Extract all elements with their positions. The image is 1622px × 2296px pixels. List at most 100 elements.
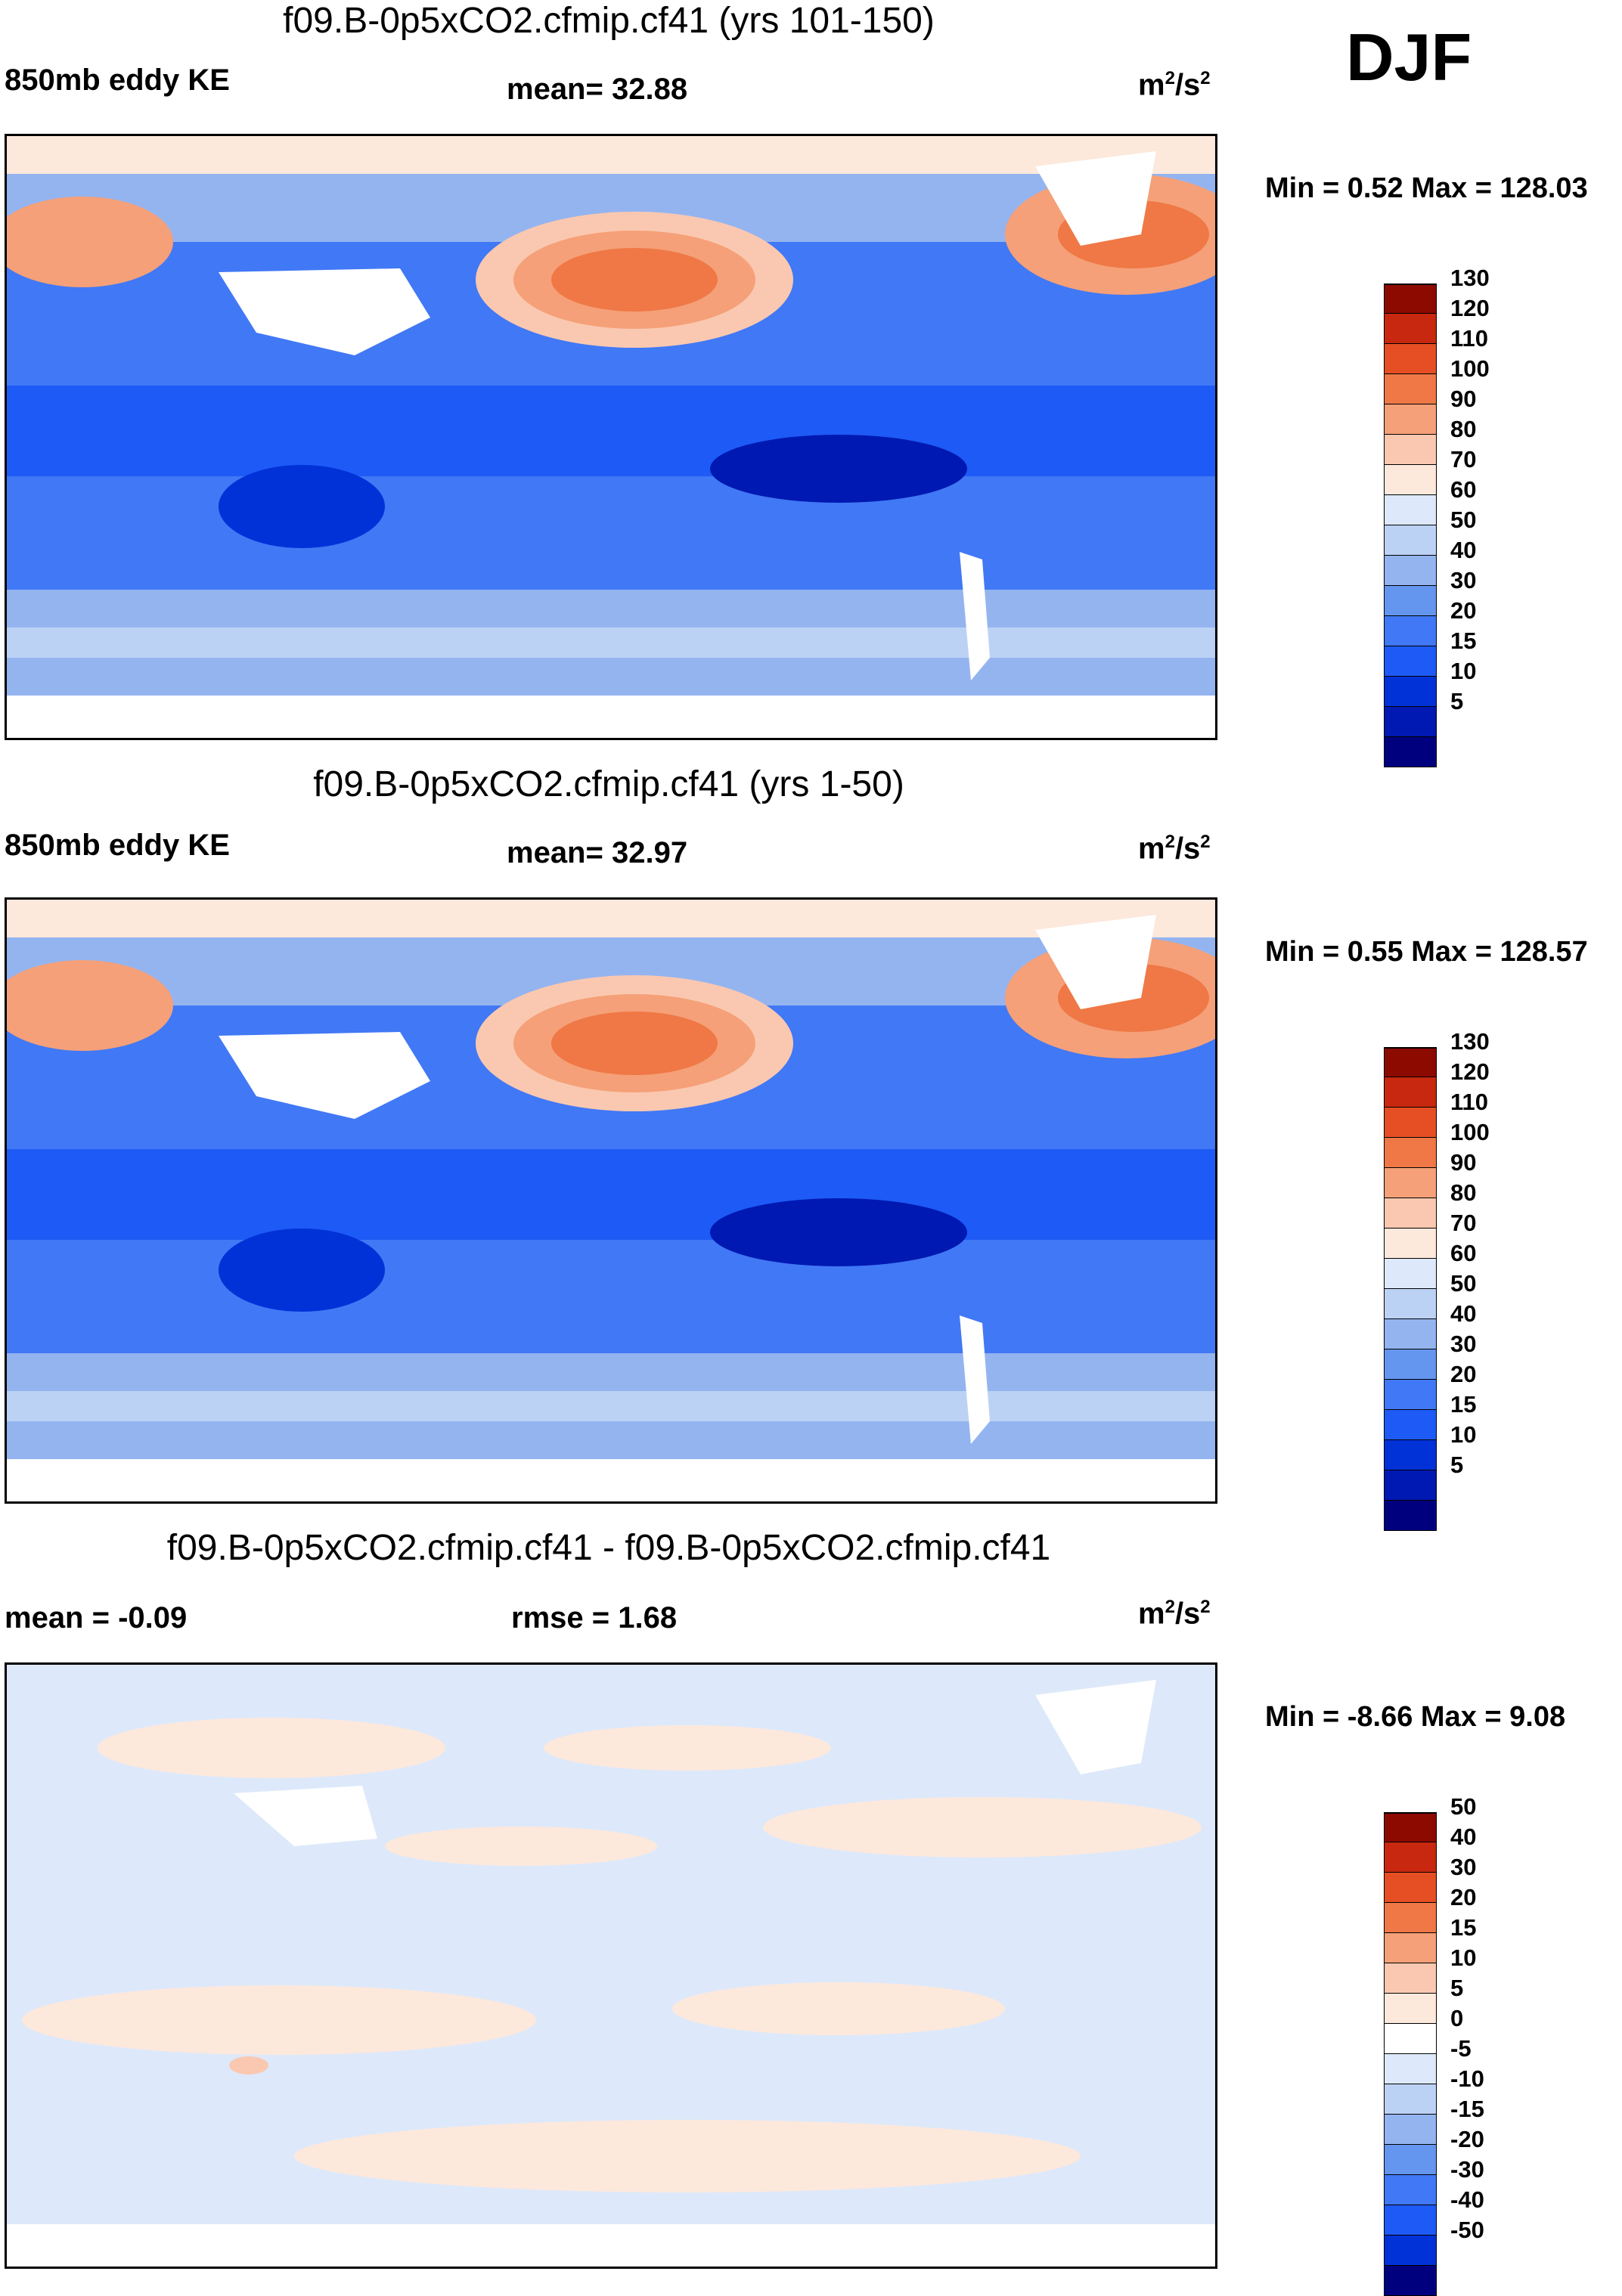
panel3-cb-label: -5 xyxy=(1450,2035,1472,2062)
panel2-cb-label: 50 xyxy=(1450,1270,1477,1297)
panel2-variable-label: 850mb eddy KE xyxy=(5,829,230,862)
panel2-cb-label: 70 xyxy=(1450,1210,1477,1236)
panel2-colorbar-swatch xyxy=(1384,1198,1437,1229)
panel1-equator-band xyxy=(7,386,1215,476)
panel2-colorbar-swatch xyxy=(1384,1077,1437,1108)
panel3-positive-anomaly xyxy=(385,1827,657,1866)
panel2-cb-label: 80 xyxy=(1450,1179,1477,1206)
panel3-cb-label: -30 xyxy=(1450,2156,1484,2183)
panel2-colorbar-swatch xyxy=(1384,1380,1437,1410)
panel2-colorbar-swatch xyxy=(1384,1440,1437,1470)
panel3-min-max: Min = -8.66 Max = 9.08 xyxy=(1265,1701,1566,1733)
panel3-map xyxy=(5,1662,1217,2269)
panel1-colorbar-swatch xyxy=(1384,586,1437,616)
panel1-colorbar-swatch xyxy=(1384,374,1437,404)
panel1-antarctica-mask xyxy=(7,696,1215,738)
panel1-colorbar-swatch xyxy=(1384,525,1437,556)
panel2-min-max: Min = 0.55 Max = 128.57 xyxy=(1265,936,1588,968)
panel1-arctic-band xyxy=(7,136,1215,174)
panel3-colorbar-swatch xyxy=(1384,1994,1437,2024)
panel1-cb-label: 80 xyxy=(1450,416,1477,442)
panel3-cb-label: -40 xyxy=(1450,2186,1484,2213)
panel1-colorbar-swatch xyxy=(1384,465,1437,495)
panel1-cb-label: 40 xyxy=(1450,537,1477,563)
panel3-positive-anomaly xyxy=(544,1725,831,1771)
panel1-cb-label: 100 xyxy=(1450,355,1490,382)
panel2-cb-label: 40 xyxy=(1450,1300,1477,1327)
panel1-title: f09.B-0p5xCO2.cfmip.cf41 (yrs 101-150) xyxy=(283,1,935,41)
panel1-cb-label: 120 xyxy=(1450,295,1490,321)
panel1-andes-mask xyxy=(960,552,990,680)
panel3-positive-anomaly xyxy=(98,1718,445,1778)
panel3-colorbar-swatch xyxy=(1384,1842,1437,1873)
panel2-colorbar-swatch xyxy=(1384,1108,1437,1138)
panel1-cb-label: 90 xyxy=(1450,386,1477,412)
panel3-colorbar-swatch xyxy=(1384,2115,1437,2145)
panel1-mean-label: mean= 32.88 xyxy=(507,73,688,106)
panel2-colorbar-swatch xyxy=(1384,1319,1437,1349)
panel1-map xyxy=(5,134,1217,740)
panel2-colorbar xyxy=(1384,1047,1437,1531)
panel2-colorbar-swatch xyxy=(1384,1138,1437,1168)
panel2-cb-label: 120 xyxy=(1450,1058,1490,1085)
panel1-colorbar-swatch xyxy=(1384,435,1437,465)
panel3-cb-label: -10 xyxy=(1450,2065,1484,2092)
panel1-cb-label: 10 xyxy=(1450,658,1477,684)
panel2-cb-label: 30 xyxy=(1450,1331,1477,1357)
panel1-variable-label: 850mb eddy KE xyxy=(5,64,230,97)
panel2-cb-label: 110 xyxy=(1450,1089,1489,1115)
panel3-colorbar-swatch xyxy=(1384,1903,1437,1933)
panel3-colorbar-swatch xyxy=(1384,1963,1437,1994)
panel2-southern-band xyxy=(7,1391,1215,1421)
panel3-cb-label: 15 xyxy=(1450,1914,1477,1941)
panel3-colorbar-swatch xyxy=(1384,1873,1437,1903)
panel3-colorbar-swatch xyxy=(1384,2084,1437,2115)
panel2-colorbar-swatch xyxy=(1384,1501,1437,1531)
panel3-colorbar-swatch xyxy=(1384,2205,1437,2236)
panel2-cb-label: 90 xyxy=(1450,1149,1477,1176)
panel3-positive-anomaly xyxy=(672,1982,1005,2035)
panel2-indian-ocean-low xyxy=(219,1229,385,1312)
panel3-map-svg xyxy=(7,1665,1215,2267)
panel3-colorbar-swatch xyxy=(1384,2266,1437,2296)
panel2-cb-label: 10 xyxy=(1450,1421,1477,1448)
panel2-greenland-mask xyxy=(1035,915,1156,1009)
panel2-units: m2/s2 xyxy=(1138,832,1211,866)
panel3-title: f09.B-0p5xCO2.cfmip.cf41 - f09.B-0p5xCO2… xyxy=(166,1528,1051,1568)
panel2-east-pacific-low xyxy=(710,1198,967,1266)
panel1-colorbar-swatch xyxy=(1384,707,1437,737)
panel3-colorbar-swatch xyxy=(1384,1812,1437,1842)
panel2-colorbar-swatch xyxy=(1384,1168,1437,1198)
panel1-cb-label: 130 xyxy=(1450,265,1490,291)
panel1-cb-label: 20 xyxy=(1450,597,1477,624)
panel2-title: f09.B-0p5xCO2.cfmip.cf41 (yrs 1-50) xyxy=(313,764,904,804)
panel2-cb-label: 15 xyxy=(1450,1391,1477,1418)
panel2-cb-label: 5 xyxy=(1450,1452,1464,1478)
panel1-colorbar xyxy=(1384,284,1437,767)
panel1-colorbar-swatch xyxy=(1384,616,1437,646)
panel1-cb-label: 30 xyxy=(1450,567,1477,593)
panel3-cb-label: 10 xyxy=(1450,1944,1477,1971)
panel2-arctic-band xyxy=(7,900,1215,937)
panel3-units: m2/s2 xyxy=(1138,1597,1211,1631)
panel1-colorbar-swatch xyxy=(1384,284,1437,314)
panel3-mean-label: mean = -0.09 xyxy=(5,1601,188,1634)
panel2-colorbar-swatch xyxy=(1384,1259,1437,1289)
panel1-tibet-mask xyxy=(219,268,430,355)
panel3-positive-anomaly xyxy=(22,1985,536,2055)
panel1-colorbar-swatch xyxy=(1384,737,1437,767)
panel3-colorbar-swatch xyxy=(1384,2054,1437,2084)
panel3-colorbar-swatch xyxy=(1384,2236,1437,2266)
panel3-colorbar-swatch xyxy=(1384,1933,1437,1963)
panel1-pacific-storm-core xyxy=(551,248,718,311)
panel3-tibet-mask xyxy=(234,1786,377,1846)
panel2-pacific-storm-core xyxy=(551,1012,718,1075)
panel2-equator-band xyxy=(7,1149,1215,1240)
panel1-cb-label: 5 xyxy=(1450,688,1464,714)
panel3-colorbar xyxy=(1384,1812,1437,2296)
panel1-colorbar-swatch xyxy=(1384,646,1437,677)
panel1-colorbar-swatch xyxy=(1384,677,1437,707)
panel2-antarctica-mask xyxy=(7,1459,1215,1501)
panel2-cb-label: 100 xyxy=(1450,1119,1490,1145)
panel2-andes-mask xyxy=(960,1315,990,1444)
